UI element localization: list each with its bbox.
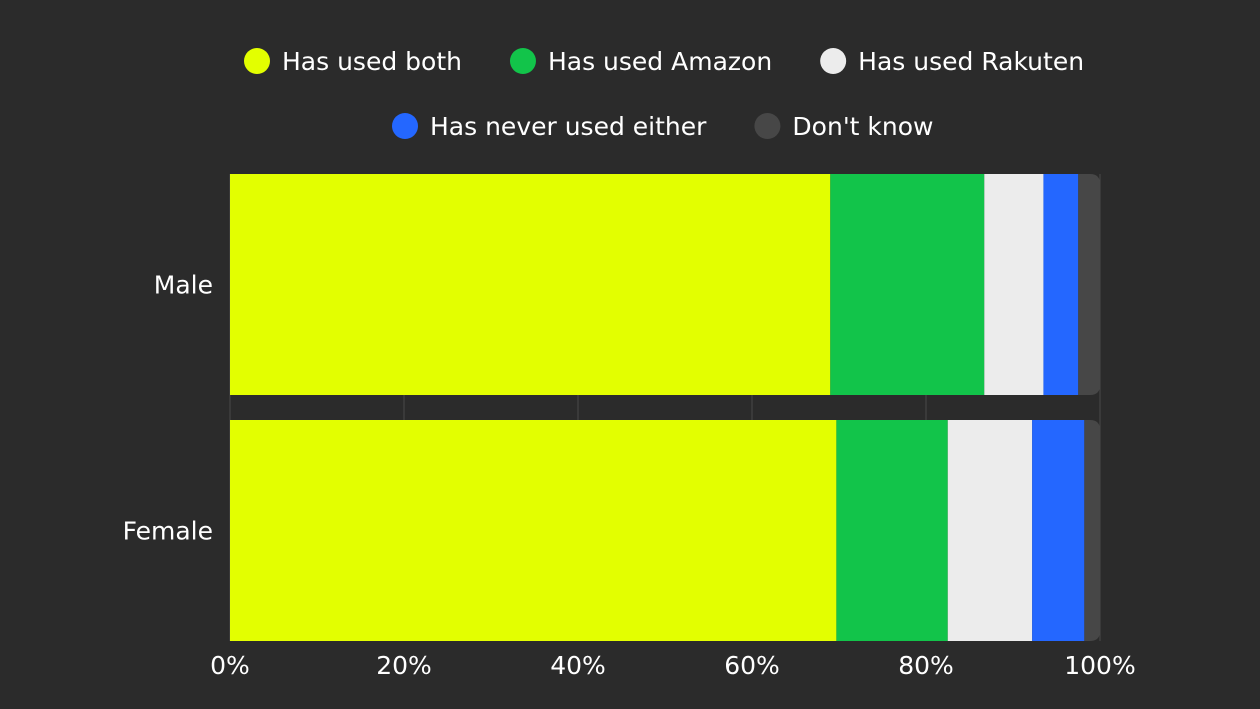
legend-label-don-t-know: Don't know [792, 112, 933, 141]
y-axis: Male Female [123, 271, 213, 546]
bar-female-has-used-amazon [836, 420, 948, 641]
y-tick-label-male: Male [154, 271, 213, 300]
bar-female-has-used-both [230, 420, 837, 641]
bar-male-has-used-rakuten [984, 174, 1044, 395]
bar-female-has-used-rakuten [947, 420, 1033, 641]
bar-male-has-never-used-either [1043, 174, 1079, 395]
bar-female-has-never-used-either [1032, 420, 1085, 641]
bar-female-don-t-know [1084, 420, 1100, 641]
legend-label-has-never-used-either: Has never used either [430, 112, 707, 141]
legend-label-has-used-rakuten: Has used Rakuten [858, 47, 1084, 76]
legend-swatch-has-used-rakuten [820, 48, 847, 74]
legend-swatch-has-used-amazon [509, 48, 536, 74]
legend-item-has-never-used-either: Has never used either [392, 112, 707, 141]
x-tick-label: 100% [1064, 651, 1135, 680]
legend-swatch-has-used-both [244, 48, 270, 74]
legend: Has used both Has used Amazon Has used Rak… [244, 47, 1084, 141]
x-axis: 0% 20% 40% 60% 80% 100% [210, 651, 1136, 680]
legend-label-has-used-both: Has used both [282, 47, 462, 76]
legend-label-has-used-amazon: Has used Amazon [548, 47, 772, 76]
bar-group-female [230, 420, 1100, 641]
x-tick-label: 0% [210, 651, 250, 680]
y-tick-label-female: Female [123, 517, 213, 546]
legend-item-has-used-both: Has used both [244, 47, 462, 76]
x-tick-label: 80% [898, 651, 954, 680]
bar-group-male [230, 174, 1100, 395]
x-tick-label: 60% [724, 651, 780, 680]
x-tick-label: 20% [376, 651, 432, 680]
bar-male-has-used-both [230, 174, 831, 395]
legend-item-has-used-amazon: Has used Amazon [509, 47, 772, 76]
bars [230, 174, 1100, 641]
legend-swatch-don-t-know [754, 113, 781, 139]
bar-male-don-t-know [1078, 174, 1100, 395]
bar-male-has-used-amazon [830, 174, 985, 395]
legend-item-don-t-know: Don't know [754, 112, 934, 141]
legend-item-has-used-rakuten: Has used Rakuten [820, 47, 1084, 76]
legend-swatch-has-never-used-either [392, 113, 418, 139]
x-tick-label: 40% [550, 651, 606, 680]
